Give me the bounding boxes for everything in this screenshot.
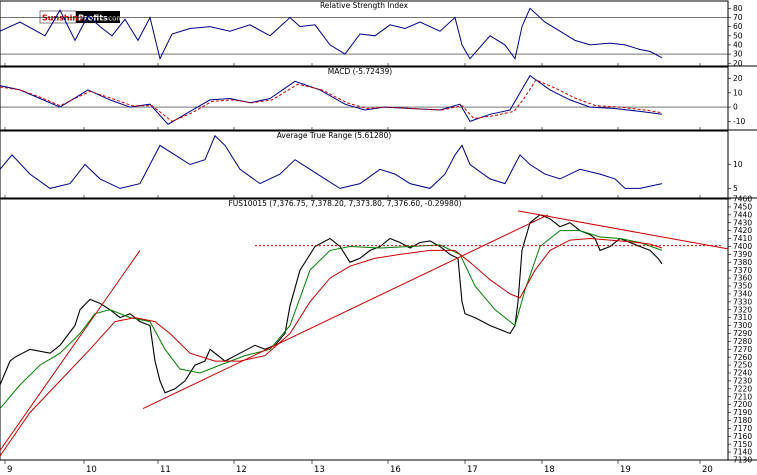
atr-y-tick-label: 10 [733, 160, 743, 169]
x-tick-label: 16 [390, 465, 401, 475]
logo-text-2: Profits [78, 14, 108, 23]
logo-text-1: Sunshine [42, 14, 84, 23]
macd-title: MACD (-5.72439) [328, 67, 393, 76]
macd-y-tick-label: 20 [733, 74, 743, 83]
x-tick-label: 13 [314, 465, 325, 475]
rsi-y-tick-label: 70 [733, 13, 743, 22]
price-y-tick-label: 7280 [733, 337, 752, 346]
price-y-tick-label: 7240 [733, 369, 752, 378]
price-y-tick-label: 7210 [733, 392, 752, 401]
price-panel: 7130714071507160717071807190720072107220… [0, 195, 757, 465]
x-tick-label: 18 [544, 465, 555, 475]
rsi-y-tick-label: 40 [733, 41, 743, 50]
price-y-tick-label: 7460 [733, 195, 752, 204]
price-y-tick-label: 7330 [733, 297, 752, 306]
price-y-tick-label: 7430 [733, 218, 752, 227]
rsi-title: Relative Strength Index [320, 1, 409, 10]
sunshine-profits-logo: Sunshine Profits .com [39, 10, 123, 24]
trendline [142, 214, 549, 410]
macd-y-tick-label: 0 [733, 103, 738, 112]
price-y-tick-label: 7410 [733, 234, 752, 243]
rsi-y-tick-label: 20 [733, 59, 743, 68]
price-y-tick-label: 7450 [733, 203, 752, 212]
x-tick-label: 20 [702, 465, 713, 475]
price-y-tick-label: 7360 [733, 274, 752, 283]
price-y-tick-label: 7200 [733, 400, 752, 409]
rsi-y-tick-label: 50 [733, 31, 743, 40]
x-tick-label: 9 [7, 465, 12, 475]
price-series-line [0, 237, 663, 457]
price-series-line [0, 230, 663, 409]
logo-text-3: .com [106, 15, 123, 23]
price-title: FUS10015 (7,376.75, 7,378.20, 7,373.80, … [228, 199, 461, 208]
atr-title: Average True Range (5.61280) [277, 131, 392, 140]
price-series-line [0, 214, 663, 394]
atr-y-tick-label: 5 [733, 184, 738, 193]
rsi-y-tick-label: 30 [733, 50, 743, 59]
price-y-tick-label: 7310 [733, 313, 752, 322]
price-y-tick-label: 7270 [733, 345, 752, 354]
price-y-tick-label: 7250 [733, 361, 752, 370]
trendline [517, 210, 729, 250]
trendline [0, 250, 141, 451]
price-y-tick-label: 7260 [733, 353, 752, 362]
price-y-tick-label: 7440 [733, 210, 752, 219]
price-y-tick-label: 7150 [733, 440, 752, 449]
x-tick-label: 10 [86, 465, 97, 475]
price-y-tick-label: 7300 [733, 321, 752, 330]
macd-y-tick-label: 10 [733, 88, 743, 97]
rsi-y-tick-label: 80 [733, 4, 743, 13]
x-tick-label: 11 [160, 465, 171, 475]
price-y-tick-label: 7350 [733, 282, 752, 291]
atr-series-line [0, 134, 663, 189]
price-y-tick-label: 7140 [733, 448, 752, 457]
price-y-tick-label: 7230 [733, 377, 752, 386]
macd-series-line [0, 74, 663, 125]
price-y-tick-label: 7290 [733, 329, 752, 338]
macd-panel: -10 0 10 20 MACD (-5.72439) [0, 66, 757, 131]
price-y-tick-label: 7190 [733, 408, 752, 417]
macd-series-line [0, 79, 663, 122]
price-y-tick-label: 7390 [733, 250, 752, 259]
price-y-tick-label: 7170 [733, 424, 752, 433]
macd-y-tick-label: -10 [733, 117, 745, 126]
price-y-tick-label: 7420 [733, 226, 752, 235]
price-y-tick-label: 7220 [733, 384, 752, 393]
price-y-tick-label: 7400 [733, 242, 752, 251]
x-tick-label: 17 [467, 465, 478, 475]
price-y-tick-label: 7370 [733, 266, 752, 275]
x-tick-label: 19 [620, 465, 631, 475]
rsi-y-tick-label: 60 [733, 22, 743, 31]
price-y-tick-label: 7130 [733, 456, 752, 465]
price-y-tick-label: 7180 [733, 416, 752, 425]
atr-panel: 5 10 Average True Range (5.61280) [0, 130, 757, 199]
x-tick-label: 12 [236, 465, 247, 475]
price-y-tick-label: 7320 [733, 305, 752, 314]
price-y-tick-label: 7160 [733, 432, 752, 441]
price-y-tick-label: 7380 [733, 258, 752, 267]
price-y-tick-label: 7340 [733, 290, 752, 299]
rsi-series-line [0, 7, 663, 61]
